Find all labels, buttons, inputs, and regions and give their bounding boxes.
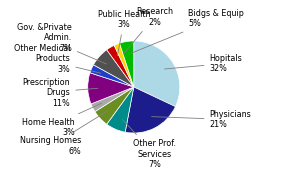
Wedge shape xyxy=(90,65,134,87)
Text: Public Health
3%: Public Health 3% xyxy=(98,10,151,56)
Wedge shape xyxy=(93,50,134,87)
Text: Prescription
Drugs
11%: Prescription Drugs 11% xyxy=(23,78,98,108)
Wedge shape xyxy=(134,41,180,107)
Text: Research
2%: Research 2% xyxy=(123,7,173,54)
Text: Bidgs & Equip
5%: Bidgs & Equip 5% xyxy=(131,9,244,53)
Wedge shape xyxy=(91,87,134,112)
Wedge shape xyxy=(95,87,134,124)
Text: Other Prof.
Services
7%: Other Prof. Services 7% xyxy=(122,120,176,169)
Wedge shape xyxy=(107,87,134,132)
Wedge shape xyxy=(119,41,134,87)
Text: Home Health
3%: Home Health 3% xyxy=(22,103,102,137)
Wedge shape xyxy=(107,45,134,87)
Text: Nursing Homes
6%: Nursing Homes 6% xyxy=(20,111,107,156)
Wedge shape xyxy=(88,73,134,104)
Wedge shape xyxy=(125,87,175,133)
Text: Physicians
21%: Physicians 21% xyxy=(152,110,251,129)
Text: Other Medical
Products
3%: Other Medical Products 3% xyxy=(14,44,101,74)
Wedge shape xyxy=(114,43,134,87)
Text: Hopitals
32%: Hopitals 32% xyxy=(164,54,242,73)
Text: Gov. &Private
Admin.
7%: Gov. &Private Admin. 7% xyxy=(17,23,106,64)
